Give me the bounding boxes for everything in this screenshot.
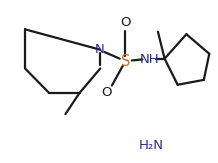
Text: NH: NH	[140, 53, 159, 66]
Text: S: S	[121, 54, 130, 69]
Text: O: O	[120, 15, 131, 29]
Text: O: O	[101, 86, 111, 99]
Text: N: N	[94, 43, 104, 56]
Text: H₂N: H₂N	[139, 139, 164, 152]
